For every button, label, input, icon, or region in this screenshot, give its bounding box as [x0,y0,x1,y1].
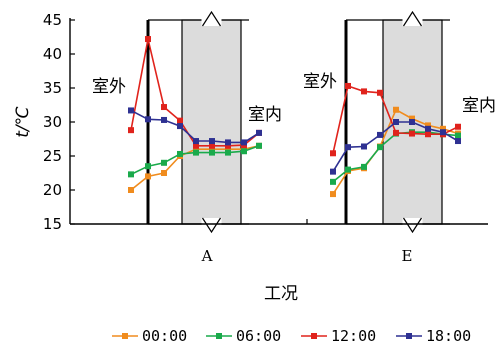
break-gap [402,218,423,232]
data-point [377,89,383,96]
break-gap [201,12,222,26]
data-point [193,142,199,149]
data-point [455,132,461,139]
axes-layer: 45 40 35 30 25 20 15 [43,11,488,233]
data-point [145,36,151,43]
data-point [241,139,247,146]
legend-marker [216,333,222,339]
data-point [393,119,399,125]
y-tick-label: 45 [43,11,62,29]
data-point [455,123,461,130]
data-point [361,88,367,95]
legend-label: 12:00 [331,327,376,345]
y-axis-label: t/℃ [13,106,33,138]
x-axis-label: 工况 [264,284,298,304]
data-point [209,142,215,149]
category-label-E: E [402,247,413,265]
legend-entry-06:00: 06:00 [206,327,281,345]
data-point [161,104,167,111]
data-point [361,163,367,170]
data-point [256,129,262,136]
series-A-18:00 [128,107,262,146]
wall-layer [146,10,450,234]
y-tick-label: 15 [43,215,62,233]
data-point [225,142,231,149]
data-point [225,149,231,156]
data-point [241,148,247,155]
data-point [128,171,134,178]
data-point [128,107,134,114]
y-tick-label: 35 [43,79,62,97]
legend: 00:00 06:00 12:00 18:00 [112,327,471,345]
legend-marker [311,333,317,339]
data-point [256,142,262,149]
data-point [345,82,351,89]
data-point [377,131,383,138]
legend-label: 06:00 [236,327,281,345]
data-point [425,131,431,138]
data-point [161,116,167,123]
y-tick-label: 20 [43,181,62,199]
outside-label: 室外 [92,77,126,97]
data-point [177,150,183,157]
break-gap [402,12,423,26]
inside-label: 室内 [248,105,282,125]
data-point [425,125,431,132]
y-tick-label: 30 [43,113,62,131]
data-point [409,115,415,122]
data-point [209,138,215,145]
data-point [425,122,431,129]
outside-label: 室外 [303,72,337,92]
legend-marker [406,333,412,339]
data-point [409,130,415,137]
data-point [225,146,231,153]
data-point [128,127,134,134]
data-point [440,129,446,136]
series-layer [128,36,461,198]
legend-entry-00:00: 00:00 [112,327,187,345]
data-point [145,173,151,180]
data-point [161,159,167,166]
data-point [330,168,336,175]
legend-label: 00:00 [142,327,187,345]
data-point [177,117,183,124]
series-A-06:00 [128,142,262,178]
data-point [377,144,383,151]
data-point [128,187,134,193]
data-point [209,146,215,153]
data-point [209,149,215,156]
data-point [193,149,199,156]
data-point [330,178,336,185]
y-tick-label: 25 [43,147,62,165]
data-point [409,119,415,125]
data-point [345,144,351,151]
data-point [361,143,367,150]
legend-entry-12:00: 12:00 [301,327,376,345]
break-gap [201,218,222,232]
data-point [225,139,231,146]
data-point [177,123,183,130]
data-point [330,150,336,157]
data-point [440,125,446,132]
inside-label: 室内 [462,96,496,116]
data-point [393,129,399,136]
wall-region-A [181,19,242,225]
y-tick-label: 40 [43,45,62,63]
data-point [145,163,151,170]
data-point [161,170,167,176]
category-label-A: A [201,247,213,265]
data-point [193,138,199,145]
data-point [193,146,199,153]
legend-entry-18:00: 18:00 [396,327,471,345]
data-point [345,166,351,173]
data-point [145,116,151,123]
series-E-18:00 [330,119,461,175]
legend-label: 18:00 [426,327,471,345]
data-point [393,106,399,113]
data-point [455,138,461,145]
data-point [330,191,336,198]
legend-marker [122,333,128,339]
